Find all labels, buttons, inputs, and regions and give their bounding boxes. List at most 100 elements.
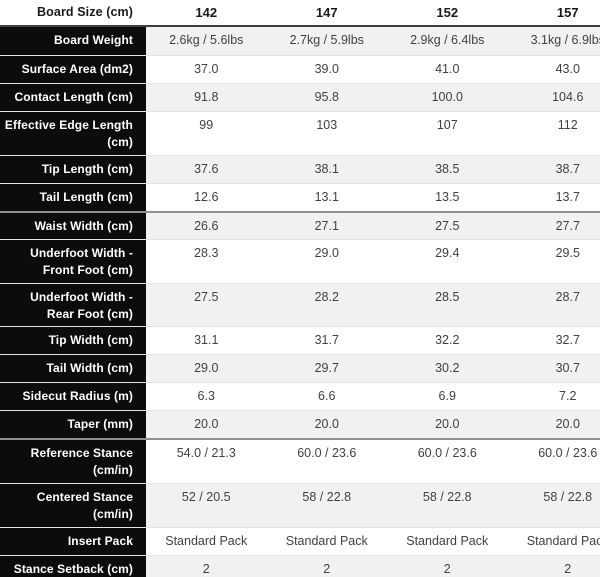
spec-row-label: Stance Setback (cm) <box>0 555 146 577</box>
spec-value: 54.0 / 21.3 <box>176 446 236 461</box>
spec-value: 37.6 <box>194 161 219 176</box>
spec-row-label: Taper (mm) <box>0 411 146 439</box>
spec-value: 43.0 <box>555 62 580 77</box>
spec-value: 38.7 <box>555 161 580 176</box>
spec-row: Effective Edge Length (cm) 99 103 107 112 <box>0 111 600 155</box>
spec-value: 13.7 <box>555 189 580 204</box>
spec-value: 103 <box>316 118 338 133</box>
spec-row: Tail Length (cm) 12.6 13.1 13.5 13.7 <box>0 182 600 211</box>
spec-value: 58 / 22.8 <box>543 490 593 505</box>
spec-value: 29.5 <box>555 246 580 261</box>
spec-value: Standard Pack <box>406 533 489 548</box>
spec-value: 20.0 <box>194 417 219 432</box>
spec-value: 27.5 <box>194 289 219 304</box>
spec-value: 13.1 <box>314 189 339 204</box>
spec-value: 58 / 22.8 <box>422 490 472 505</box>
spec-value: 31.7 <box>314 333 339 348</box>
spec-value: 2.6kg / 5.6lbs <box>169 33 244 48</box>
spec-row-label: Underfoot Width - Front Foot (cm) <box>0 240 146 283</box>
spec-row: Stance Setback (cm) 2 2 2 2 <box>0 554 600 577</box>
spec-row-label: Surface Area (dm2) <box>0 56 146 84</box>
spec-row: Tip Width (cm) 31.1 31.7 32.2 32.7 <box>0 326 600 355</box>
spec-row-label: Tail Width (cm) <box>0 355 146 383</box>
spec-value: 31.1 <box>194 333 219 348</box>
spec-row-label: Centered Stance (cm/in) <box>0 484 146 527</box>
spec-value: 30.7 <box>555 361 580 376</box>
spec-row-label: Board Weight <box>0 27 146 56</box>
spec-value: 38.1 <box>314 161 339 176</box>
spec-value: 99 <box>199 118 214 133</box>
spec-value: 6.3 <box>197 389 215 404</box>
spec-value: 38.5 <box>435 161 460 176</box>
spec-value: 29.4 <box>435 246 460 261</box>
spec-value: 29.0 <box>194 361 219 376</box>
spec-value: 13.5 <box>435 189 460 204</box>
spec-value: 27.1 <box>314 218 339 233</box>
spec-row-label: Tip Length (cm) <box>0 155 146 183</box>
spec-value: 2 <box>323 561 331 576</box>
spec-value: 112 <box>557 118 578 133</box>
spec-value: 107 <box>436 118 458 133</box>
spec-value: 52 / 20.5 <box>181 490 231 505</box>
spec-value: 100.0 <box>431 90 463 105</box>
spec-value: 27.7 <box>555 218 580 233</box>
spec-value: 41.0 <box>435 62 460 77</box>
table-header-row: Board Size (cm) 142 147 152 157 <box>0 0 600 28</box>
spec-value: 6.9 <box>438 389 456 404</box>
spec-value: 60.0 / 23.6 <box>538 446 598 461</box>
spec-value: 60.0 / 23.6 <box>297 446 357 461</box>
spec-row: Centered Stance (cm/in) 52 / 20.5 58 / 22.… <box>0 483 600 527</box>
spec-value: 2.9kg / 6.4lbs <box>410 33 485 48</box>
spec-value: 60.0 / 23.6 <box>417 446 477 461</box>
spec-value: 2 <box>564 561 572 576</box>
spec-row: Insert Pack Standard Pack Standard Pack Sta… <box>0 526 600 555</box>
spec-row: Surface Area (dm2) 37.0 39.0 41.0 43.0 <box>0 55 600 84</box>
spec-row: Sidecut Radius (m) 6.3 6.6 6.9 7.2 <box>0 382 600 411</box>
spec-row-label: Underfoot Width - Rear Foot (cm) <box>0 283 146 327</box>
spec-value: 32.7 <box>555 333 580 348</box>
spec-row-label: Reference Stance (cm/in) <box>0 440 146 484</box>
spec-value: 28.2 <box>314 289 339 304</box>
spec-value: 30.2 <box>435 361 460 376</box>
spec-row: Board Weight 2.6kg / 5.6lbs 2.7kg / 5.9lbs… <box>0 27 600 56</box>
spec-rows: Board Weight 2.6kg / 5.6lbs 2.7kg / 5.9lbs… <box>0 27 600 577</box>
spec-value: 58 / 22.8 <box>302 490 352 505</box>
column-header-size-147: 147 <box>315 5 338 20</box>
spec-row: Underfoot Width - Rear Foot (cm) 27.5 28.2… <box>0 282 600 327</box>
spec-row: Underfoot Width - Front Foot (cm) 28.3 29.… <box>0 239 600 283</box>
spec-value: 28.5 <box>435 289 460 304</box>
spec-value: 39.0 <box>314 62 339 77</box>
spec-value: 12.6 <box>194 189 219 204</box>
spec-value: 91.8 <box>194 90 219 105</box>
spec-row-label: Effective Edge Length (cm) <box>0 112 146 155</box>
spec-value: Standard Pack <box>165 533 248 548</box>
spec-value: 3.1kg / 6.9lbs <box>530 33 600 48</box>
spec-row-label: Waist Width (cm) <box>0 212 146 240</box>
column-header-board-size: Board Size (cm) <box>37 5 133 19</box>
spec-row-label: Contact Length (cm) <box>0 84 146 112</box>
spec-row-label: Insert Pack <box>0 527 146 555</box>
spec-value: Standard Pack <box>526 533 600 548</box>
spec-row: Taper (mm) 20.0 20.0 20.0 20.0 <box>0 410 600 439</box>
spec-row: Tail Width (cm) 29.0 29.7 30.2 30.7 <box>0 354 600 383</box>
spec-value: 20.0 <box>555 417 580 432</box>
spec-value: 28.7 <box>555 289 580 304</box>
spec-value: 20.0 <box>435 417 460 432</box>
spec-row: Tip Length (cm) 37.6 38.1 38.5 38.7 <box>0 154 600 183</box>
spec-value: Standard Pack <box>285 533 368 548</box>
spec-value: 29.0 <box>314 246 339 261</box>
spec-value: 28.3 <box>194 246 219 261</box>
spec-value: 7.2 <box>559 389 577 404</box>
spec-value: 2 <box>202 561 210 576</box>
column-header-size-142: 142 <box>195 5 218 20</box>
spec-value: 104.6 <box>552 90 584 105</box>
spec-value: 32.2 <box>435 333 460 348</box>
spec-row: Waist Width (cm) 26.6 27.1 27.5 27.7 <box>0 210 600 240</box>
spec-value: 29.7 <box>314 361 339 376</box>
spec-value: 26.6 <box>194 218 219 233</box>
spec-value: 20.0 <box>314 417 339 432</box>
column-header-size-152: 152 <box>436 5 459 20</box>
spec-value: 37.0 <box>194 62 219 77</box>
